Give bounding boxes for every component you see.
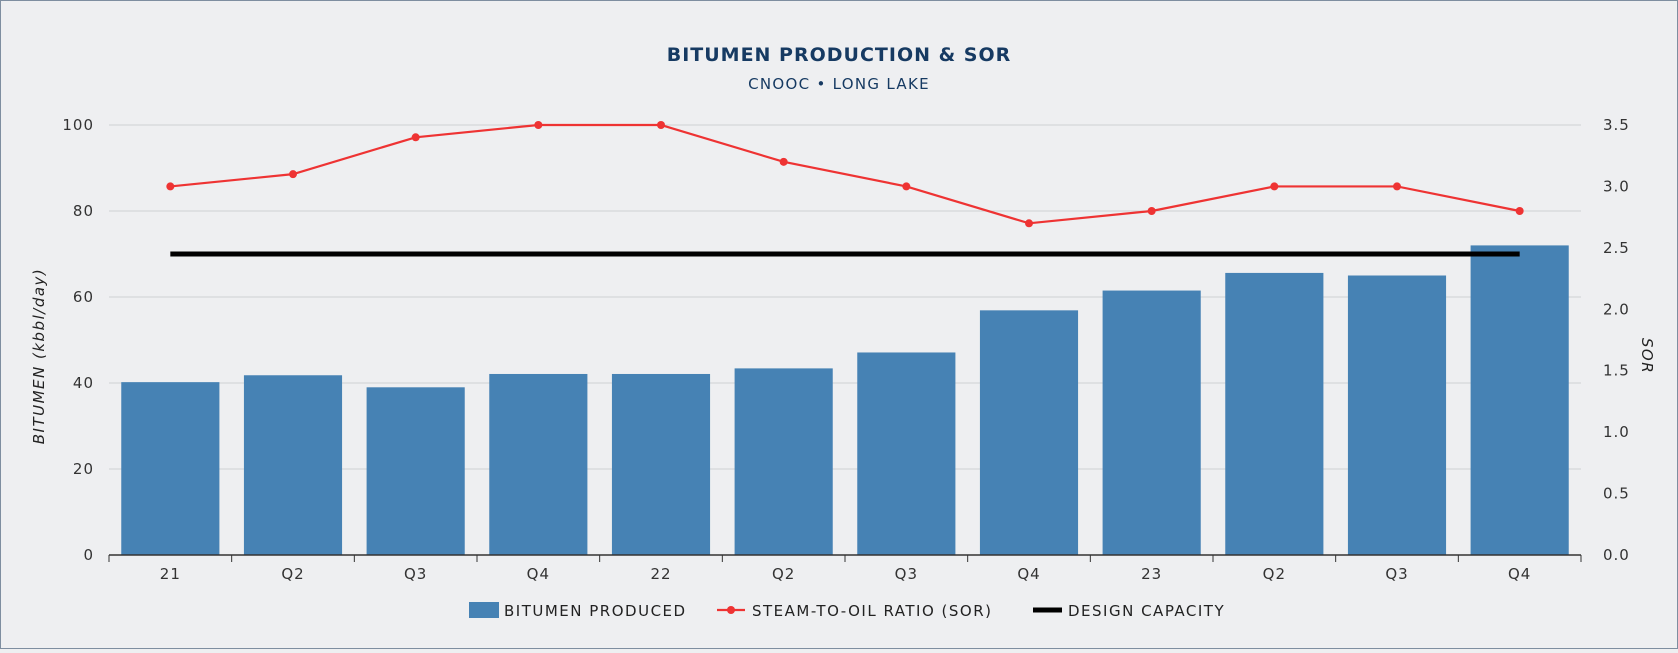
- bar[interactable]: [366, 387, 465, 555]
- x-tick-label: 22: [650, 565, 671, 583]
- sor-point[interactable]: [657, 121, 665, 129]
- y2-tick-label: 2.5: [1603, 239, 1630, 257]
- sor-point[interactable]: [166, 182, 175, 191]
- y-tick-label: 100: [62, 116, 94, 134]
- y-tick-label: 0: [83, 546, 94, 564]
- legend-label-capacity[interactable]: DESIGN CAPACITY: [1068, 602, 1225, 620]
- y2-tick-label: 3.0: [1603, 177, 1630, 195]
- sor-point[interactable]: [289, 170, 297, 179]
- bar[interactable]: [1470, 245, 1569, 555]
- y2-axis-title: SOR: [1638, 338, 1656, 374]
- sor-line[interactable]: [170, 123, 1520, 225]
- sor-point[interactable]: [1270, 182, 1279, 191]
- bar-series[interactable]: [121, 245, 1569, 556]
- y2-tick-label: 1.0: [1603, 423, 1630, 441]
- y-tick-label: 60: [73, 288, 94, 306]
- x-tick-label: 23: [1141, 565, 1162, 583]
- x-tick-label: Q4: [1508, 565, 1531, 583]
- gridlines: [109, 124, 1581, 470]
- sor-point[interactable]: [1025, 219, 1033, 228]
- axes: 0 20 40 60 80 100 0.0 0.5 1.0 1.5 2.0 2.5 3.0 3.5 21 Q2…: [62, 116, 1630, 583]
- bar[interactable]: [489, 373, 588, 555]
- y2-tick-label: 0.5: [1603, 485, 1630, 503]
- legend-swatch-sor-marker: [727, 606, 735, 614]
- bar[interactable]: [1347, 275, 1447, 556]
- y2-tick-label: 0.0: [1603, 546, 1630, 564]
- sor-series[interactable]: [166, 121, 1524, 228]
- x-tick-label: 21: [160, 565, 181, 583]
- y2-tick-label: 3.5: [1603, 116, 1630, 134]
- x-tick-label: Q2: [772, 565, 795, 583]
- y-tick-label: 20: [73, 460, 94, 478]
- chart-subtitle: CNOOC • LONG LAKE: [748, 75, 930, 93]
- x-tick-label: Q2: [1263, 565, 1286, 583]
- sor-point[interactable]: [411, 133, 420, 142]
- sor-point[interactable]: [1515, 207, 1524, 215]
- x-tick-label: Q2: [281, 565, 304, 583]
- x-tick-label: Q3: [1385, 565, 1408, 583]
- y-axis-title: BITUMEN (kbbl/day): [30, 268, 48, 445]
- bar[interactable]: [243, 375, 343, 555]
- sor-point[interactable]: [902, 182, 911, 191]
- bar[interactable]: [611, 373, 711, 555]
- legend-swatch-bitumen: [469, 602, 499, 618]
- bar[interactable]: [121, 382, 220, 555]
- legend[interactable]: BITUMEN PRODUCED STEAM-TO-OIL RATIO (SOR)…: [469, 602, 1225, 620]
- bar[interactable]: [979, 310, 1079, 555]
- sor-point[interactable]: [779, 157, 788, 166]
- bar[interactable]: [1225, 272, 1324, 555]
- sor-point[interactable]: [1393, 182, 1401, 191]
- y-tick-label: 40: [73, 374, 94, 392]
- y2-tick-label: 2.0: [1603, 300, 1630, 318]
- x-tick-label: Q4: [1017, 565, 1040, 583]
- x-tick-label: Q3: [404, 565, 427, 583]
- sor-point[interactable]: [534, 121, 543, 129]
- y2-tick-label: 1.5: [1603, 362, 1630, 380]
- legend-label-bitumen[interactable]: BITUMEN PRODUCED: [504, 602, 687, 620]
- bar[interactable]: [1102, 290, 1201, 555]
- bar[interactable]: [734, 368, 833, 555]
- bar[interactable]: [857, 352, 956, 555]
- y-tick-label: 80: [73, 202, 94, 220]
- sor-point[interactable]: [1147, 207, 1156, 215]
- x-tick-label: Q4: [527, 565, 550, 583]
- x-tick-label: Q3: [895, 565, 918, 583]
- chart-title: BITUMEN PRODUCTION & SOR: [667, 44, 1012, 66]
- legend-label-sor[interactable]: STEAM-TO-OIL RATIO (SOR): [752, 602, 993, 620]
